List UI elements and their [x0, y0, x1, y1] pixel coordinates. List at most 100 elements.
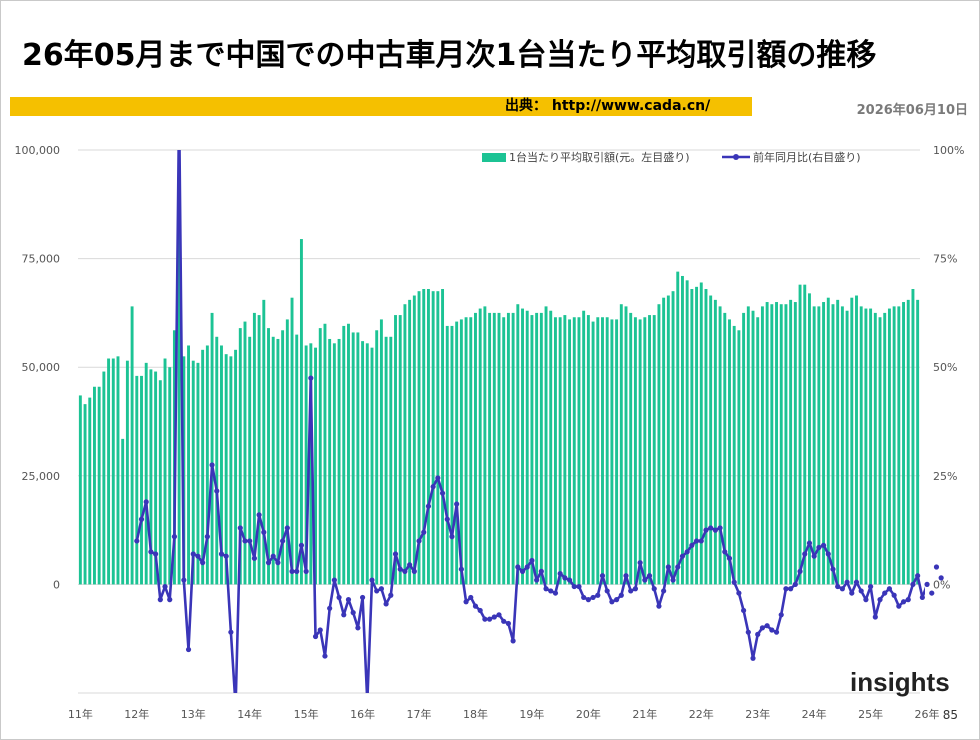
yoy-point	[773, 629, 780, 635]
bar	[897, 306, 901, 585]
bar	[521, 308, 524, 585]
yoy-point	[468, 594, 474, 601]
bar	[723, 312, 727, 585]
yoy-point	[595, 592, 601, 598]
left-axis-tick-label: 25,000	[22, 470, 61, 483]
bar	[568, 319, 572, 585]
yoy-point	[882, 590, 888, 596]
yoy-point	[501, 618, 507, 624]
bar	[102, 371, 106, 585]
yoy-point	[891, 592, 897, 598]
bar	[831, 304, 835, 585]
yoy-point	[604, 588, 610, 594]
left-axis-tick-label: 0	[53, 578, 60, 591]
yoy-point	[755, 631, 761, 637]
bar	[775, 302, 778, 585]
bar	[342, 325, 346, 585]
yoy-point	[562, 575, 568, 581]
yoy-point	[374, 588, 380, 594]
bar	[525, 310, 529, 585]
yoy-point	[275, 560, 281, 566]
yoy-point	[933, 564, 940, 570]
yoy-point	[741, 607, 747, 614]
yoy-point	[529, 557, 535, 564]
bar	[601, 317, 604, 585]
bar	[502, 317, 506, 585]
bar	[441, 289, 445, 585]
bar	[88, 397, 92, 585]
legend-line-label: 前年同月比(右目盛り)	[753, 150, 861, 164]
yoy-point	[322, 653, 328, 659]
bar	[911, 289, 915, 585]
bar	[384, 336, 388, 585]
yoy-point	[491, 614, 497, 620]
yoy-point	[223, 553, 229, 559]
bar	[615, 319, 619, 585]
bar	[488, 312, 492, 585]
bar	[652, 315, 656, 585]
bar	[535, 312, 539, 585]
bar	[201, 349, 205, 585]
yoy-point	[726, 555, 733, 561]
yoy-point	[228, 629, 234, 635]
bar	[582, 310, 586, 585]
yoy-point	[538, 568, 544, 574]
bar	[605, 317, 609, 585]
yoy-point	[265, 560, 272, 566]
yoy-point	[280, 538, 286, 544]
bar	[379, 319, 383, 585]
page-number: 85	[942, 708, 958, 722]
bar	[916, 299, 920, 585]
bar	[572, 317, 576, 585]
bar	[328, 338, 332, 585]
yoy-point	[472, 603, 479, 609]
bar	[314, 347, 318, 585]
yoy-point	[731, 579, 737, 585]
bar	[83, 404, 87, 585]
yoy-point	[811, 553, 817, 559]
yoy-point	[284, 525, 290, 531]
x-axis-tick-label: 11年	[68, 707, 93, 721]
bar	[281, 330, 285, 585]
bar	[389, 336, 393, 585]
yoy-point	[388, 592, 394, 598]
bar	[210, 312, 214, 585]
x-axis-tick-label: 21年	[632, 707, 657, 721]
left-axis-tick-label: 75,000	[22, 253, 61, 266]
bar	[784, 304, 788, 585]
bar	[803, 284, 807, 585]
yoy-point	[383, 601, 389, 607]
bar	[643, 317, 647, 585]
bar	[130, 306, 134, 585]
bar	[732, 325, 736, 585]
bar	[662, 297, 666, 585]
bar	[464, 317, 468, 585]
yoy-point	[905, 597, 911, 603]
bar	[765, 302, 769, 585]
bar	[746, 306, 750, 585]
bar	[760, 306, 764, 585]
bar	[408, 299, 412, 585]
yoy-point	[886, 586, 893, 592]
bar	[596, 317, 600, 585]
yoy-point	[157, 597, 163, 603]
bar	[337, 338, 341, 585]
bar	[252, 312, 256, 585]
yoy-point	[298, 542, 305, 548]
bar	[629, 312, 633, 585]
yoy-point	[510, 638, 516, 644]
source-bar	[10, 97, 752, 116]
bar	[351, 332, 355, 585]
bar	[285, 319, 289, 585]
bar	[177, 228, 181, 585]
yoy-point	[830, 566, 836, 572]
yoy-point	[392, 551, 399, 557]
x-axis-tick-label: 18年	[463, 707, 488, 721]
bar	[295, 334, 299, 585]
yoy-point	[872, 614, 878, 620]
yoy-point	[218, 551, 225, 557]
x-axis-tick-label: 19年	[519, 707, 544, 721]
yoy-point	[237, 525, 243, 531]
x-axis-tick-label: 17年	[407, 707, 432, 721]
yoy-point	[698, 538, 704, 544]
